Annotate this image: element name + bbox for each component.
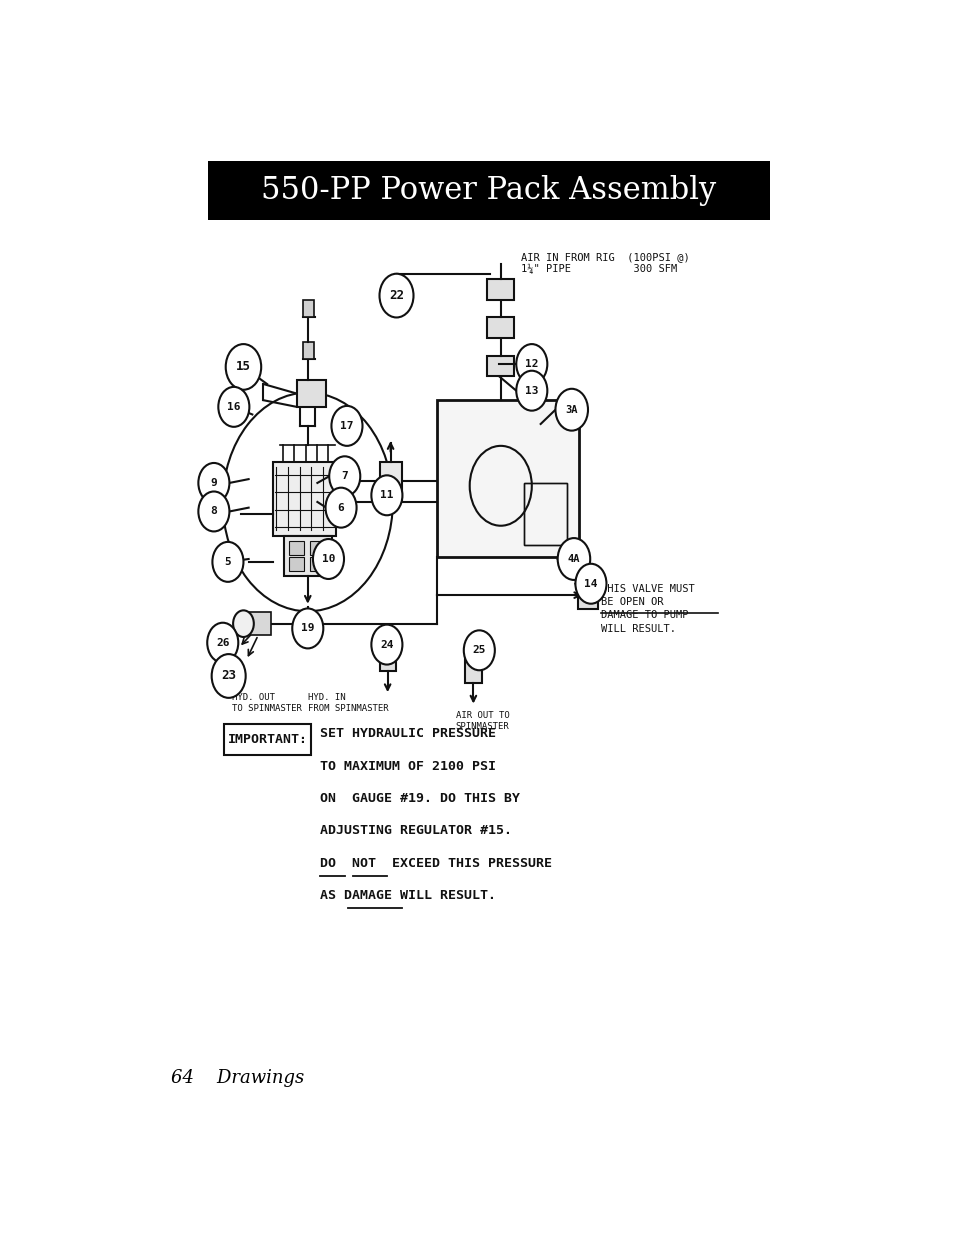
Bar — [487, 356, 514, 377]
Bar — [577, 580, 598, 609]
Circle shape — [516, 345, 547, 384]
Circle shape — [207, 622, 238, 663]
Bar — [302, 342, 314, 359]
Text: 16: 16 — [227, 401, 240, 411]
Circle shape — [198, 492, 229, 531]
Text: DAMAGE TO PUMP: DAMAGE TO PUMP — [600, 610, 688, 620]
Circle shape — [516, 370, 547, 411]
Circle shape — [325, 488, 356, 527]
Text: BE OPEN OR: BE OPEN OR — [600, 597, 663, 608]
Circle shape — [213, 542, 243, 582]
Text: HYD. IN: HYD. IN — [308, 693, 345, 701]
Text: 17: 17 — [340, 421, 354, 431]
Circle shape — [463, 630, 495, 671]
Bar — [524, 483, 567, 545]
Circle shape — [226, 345, 261, 390]
Text: AIR OUT TO: AIR OUT TO — [456, 711, 509, 720]
Circle shape — [558, 538, 590, 580]
Text: 1¼" PIPE          300 SFM: 1¼" PIPE 300 SFM — [520, 264, 677, 274]
Circle shape — [371, 475, 402, 515]
Text: THIS VALVE MUST: THIS VALVE MUST — [600, 584, 695, 594]
Text: SET HYDRAULIC PRESSURE: SET HYDRAULIC PRESSURE — [320, 727, 496, 740]
Text: 26: 26 — [215, 637, 230, 647]
Text: ON  GAUGE #19. DO THIS BY: ON GAUGE #19. DO THIS BY — [320, 792, 519, 805]
Text: 3A: 3A — [565, 405, 578, 415]
Bar — [289, 541, 304, 556]
Bar — [249, 613, 271, 635]
Circle shape — [296, 613, 318, 641]
Circle shape — [331, 406, 362, 446]
Text: HYD. OUT: HYD. OUT — [232, 693, 274, 701]
Bar — [524, 483, 567, 545]
Text: TO MAXIMUM OF 2100 PSI: TO MAXIMUM OF 2100 PSI — [320, 760, 496, 773]
Text: SPINMASTER: SPINMASTER — [456, 721, 509, 731]
Text: 10: 10 — [321, 555, 335, 564]
Text: AIR IN FROM RIG  (100PSI @): AIR IN FROM RIG (100PSI @) — [520, 252, 689, 262]
Bar — [273, 462, 335, 536]
Bar — [302, 300, 314, 317]
Text: 22: 22 — [389, 289, 403, 303]
Text: 13: 13 — [524, 385, 538, 395]
Bar — [379, 462, 401, 500]
Text: 6: 6 — [337, 503, 344, 513]
Circle shape — [555, 389, 587, 431]
Circle shape — [329, 456, 360, 496]
Bar — [310, 541, 324, 556]
Bar — [487, 317, 514, 338]
Text: 14: 14 — [583, 579, 598, 589]
Text: AS DAMAGE WILL RESULT.: AS DAMAGE WILL RESULT. — [320, 889, 496, 902]
Text: 12: 12 — [524, 359, 538, 369]
Bar — [289, 557, 304, 572]
Circle shape — [371, 625, 402, 664]
Text: WILL RESULT.: WILL RESULT. — [600, 624, 676, 634]
Circle shape — [218, 387, 249, 427]
Bar — [296, 380, 326, 406]
Bar — [284, 536, 332, 576]
Circle shape — [379, 274, 413, 317]
Text: IMPORTANT:: IMPORTANT: — [228, 732, 308, 746]
Text: TO SPINMASTER: TO SPINMASTER — [232, 704, 301, 713]
Text: ADJUSTING REGULATOR #15.: ADJUSTING REGULATOR #15. — [320, 824, 512, 837]
Circle shape — [212, 655, 246, 698]
Text: 550-PP Power Pack Assembly: 550-PP Power Pack Assembly — [261, 174, 716, 205]
Text: 8: 8 — [211, 506, 217, 516]
Text: 11: 11 — [379, 490, 394, 500]
Circle shape — [198, 463, 229, 503]
Text: 23: 23 — [221, 669, 236, 683]
Text: 64    Drawings: 64 Drawings — [171, 1070, 304, 1087]
Circle shape — [575, 563, 606, 604]
Text: 15: 15 — [235, 361, 251, 373]
Bar — [224, 724, 311, 755]
Text: 24: 24 — [379, 640, 394, 650]
Text: 9: 9 — [211, 478, 217, 488]
Text: 19: 19 — [301, 624, 314, 634]
Text: 4A: 4A — [567, 555, 579, 564]
Bar — [379, 635, 395, 672]
Text: FROM SPINMASTER: FROM SPINMASTER — [308, 704, 388, 713]
Bar — [310, 557, 324, 572]
Bar — [487, 279, 514, 300]
Circle shape — [292, 609, 323, 648]
Text: 5: 5 — [224, 557, 231, 567]
Text: DO  NOT  EXCEED THIS PRESSURE: DO NOT EXCEED THIS PRESSURE — [320, 857, 552, 869]
Bar — [208, 161, 769, 221]
Bar — [465, 646, 481, 683]
Text: 25: 25 — [472, 646, 486, 656]
Text: 7: 7 — [341, 472, 348, 482]
Bar — [436, 400, 578, 557]
Circle shape — [233, 610, 253, 637]
Circle shape — [313, 538, 344, 579]
